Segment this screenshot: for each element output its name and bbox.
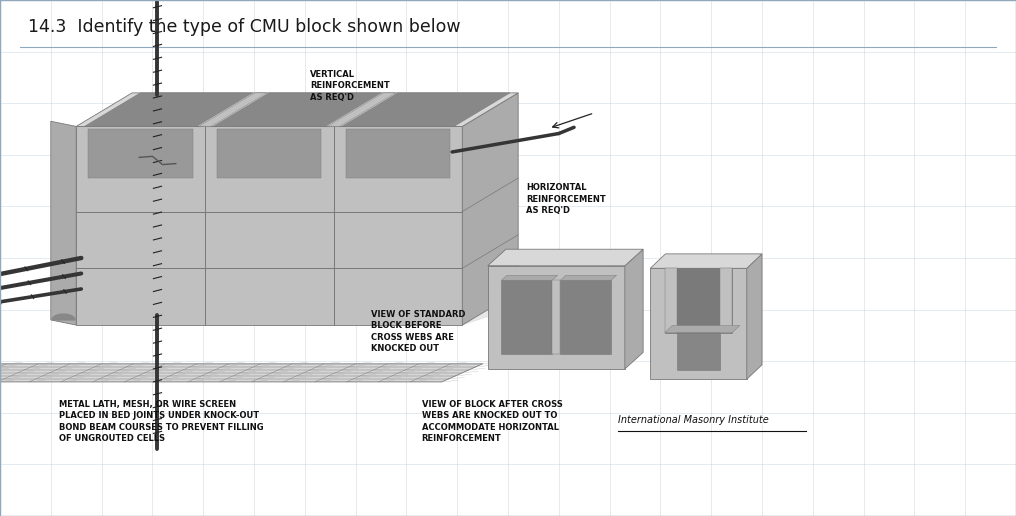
Polygon shape — [664, 268, 678, 333]
Polygon shape — [561, 280, 612, 354]
Text: VIEW OF STANDARD
BLOCK BEFORE
CROSS WEBS ARE
KNOCKED OUT: VIEW OF STANDARD BLOCK BEFORE CROSS WEBS… — [371, 310, 465, 353]
Polygon shape — [345, 129, 450, 178]
Polygon shape — [213, 93, 381, 126]
Polygon shape — [678, 333, 719, 370]
Polygon shape — [664, 326, 740, 333]
Polygon shape — [488, 249, 643, 266]
Polygon shape — [84, 93, 253, 126]
Text: HORIZONTAL
REINFORCEMENT
AS REQ'D: HORIZONTAL REINFORCEMENT AS REQ'D — [526, 183, 606, 215]
Polygon shape — [719, 268, 733, 333]
Polygon shape — [0, 364, 483, 382]
Polygon shape — [199, 93, 267, 126]
Polygon shape — [747, 254, 762, 379]
Polygon shape — [650, 254, 762, 268]
Polygon shape — [664, 268, 733, 333]
Polygon shape — [217, 129, 321, 178]
Polygon shape — [625, 249, 643, 369]
Polygon shape — [502, 280, 552, 354]
Polygon shape — [76, 93, 518, 126]
Polygon shape — [52, 314, 75, 320]
Polygon shape — [76, 126, 462, 325]
Text: 14.3  Identify the type of CMU block shown below: 14.3 Identify the type of CMU block show… — [28, 18, 461, 36]
Text: International Masonry Institute: International Masonry Institute — [618, 415, 768, 425]
Polygon shape — [552, 280, 561, 354]
Polygon shape — [502, 275, 558, 280]
Polygon shape — [488, 266, 625, 369]
Polygon shape — [462, 93, 518, 325]
Text: VERTICAL
REINFORCEMENT
AS REQ'D: VERTICAL REINFORCEMENT AS REQ'D — [310, 70, 389, 102]
Polygon shape — [341, 93, 510, 126]
Polygon shape — [650, 268, 747, 379]
Polygon shape — [88, 129, 193, 178]
Polygon shape — [51, 121, 76, 325]
Text: VIEW OF BLOCK AFTER CROSS
WEBS ARE KNOCKED OUT TO
ACCOMMODATE HORIZONTAL
REINFOR: VIEW OF BLOCK AFTER CROSS WEBS ARE KNOCK… — [422, 400, 563, 443]
Polygon shape — [462, 271, 579, 325]
Polygon shape — [327, 93, 395, 126]
Text: METAL LATH, MESH, OR WIRE SCREEN
PLACED IN BED JOINTS UNDER KNOCK-OUT
BOND BEAM : METAL LATH, MESH, OR WIRE SCREEN PLACED … — [59, 400, 263, 443]
Polygon shape — [561, 275, 617, 280]
